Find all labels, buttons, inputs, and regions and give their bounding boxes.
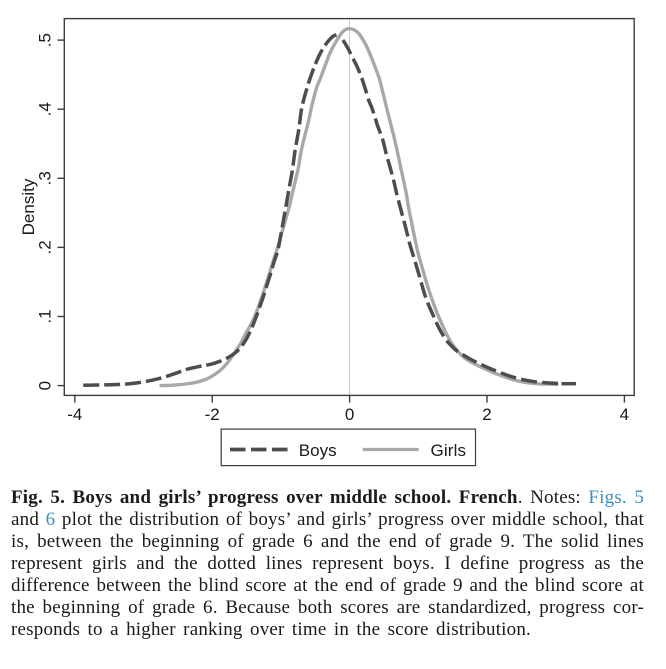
svg-text:2: 2 [482,405,491,424]
svg-text:-2: -2 [205,405,220,424]
svg-text:.1: .1 [36,309,55,323]
svg-text:0: 0 [36,381,55,390]
svg-text:.5: .5 [36,33,55,47]
svg-text:Girls: Girls [431,441,467,460]
svg-text:0: 0 [345,405,354,424]
svg-text:Boys: Boys [299,441,337,460]
svg-text:.4: .4 [36,102,55,116]
svg-text:.3: .3 [36,171,55,185]
svg-text:-4: -4 [67,405,82,424]
svg-text:4: 4 [620,405,629,424]
svg-text:.2: .2 [36,240,55,254]
svg-text:Density: Density [19,178,38,235]
